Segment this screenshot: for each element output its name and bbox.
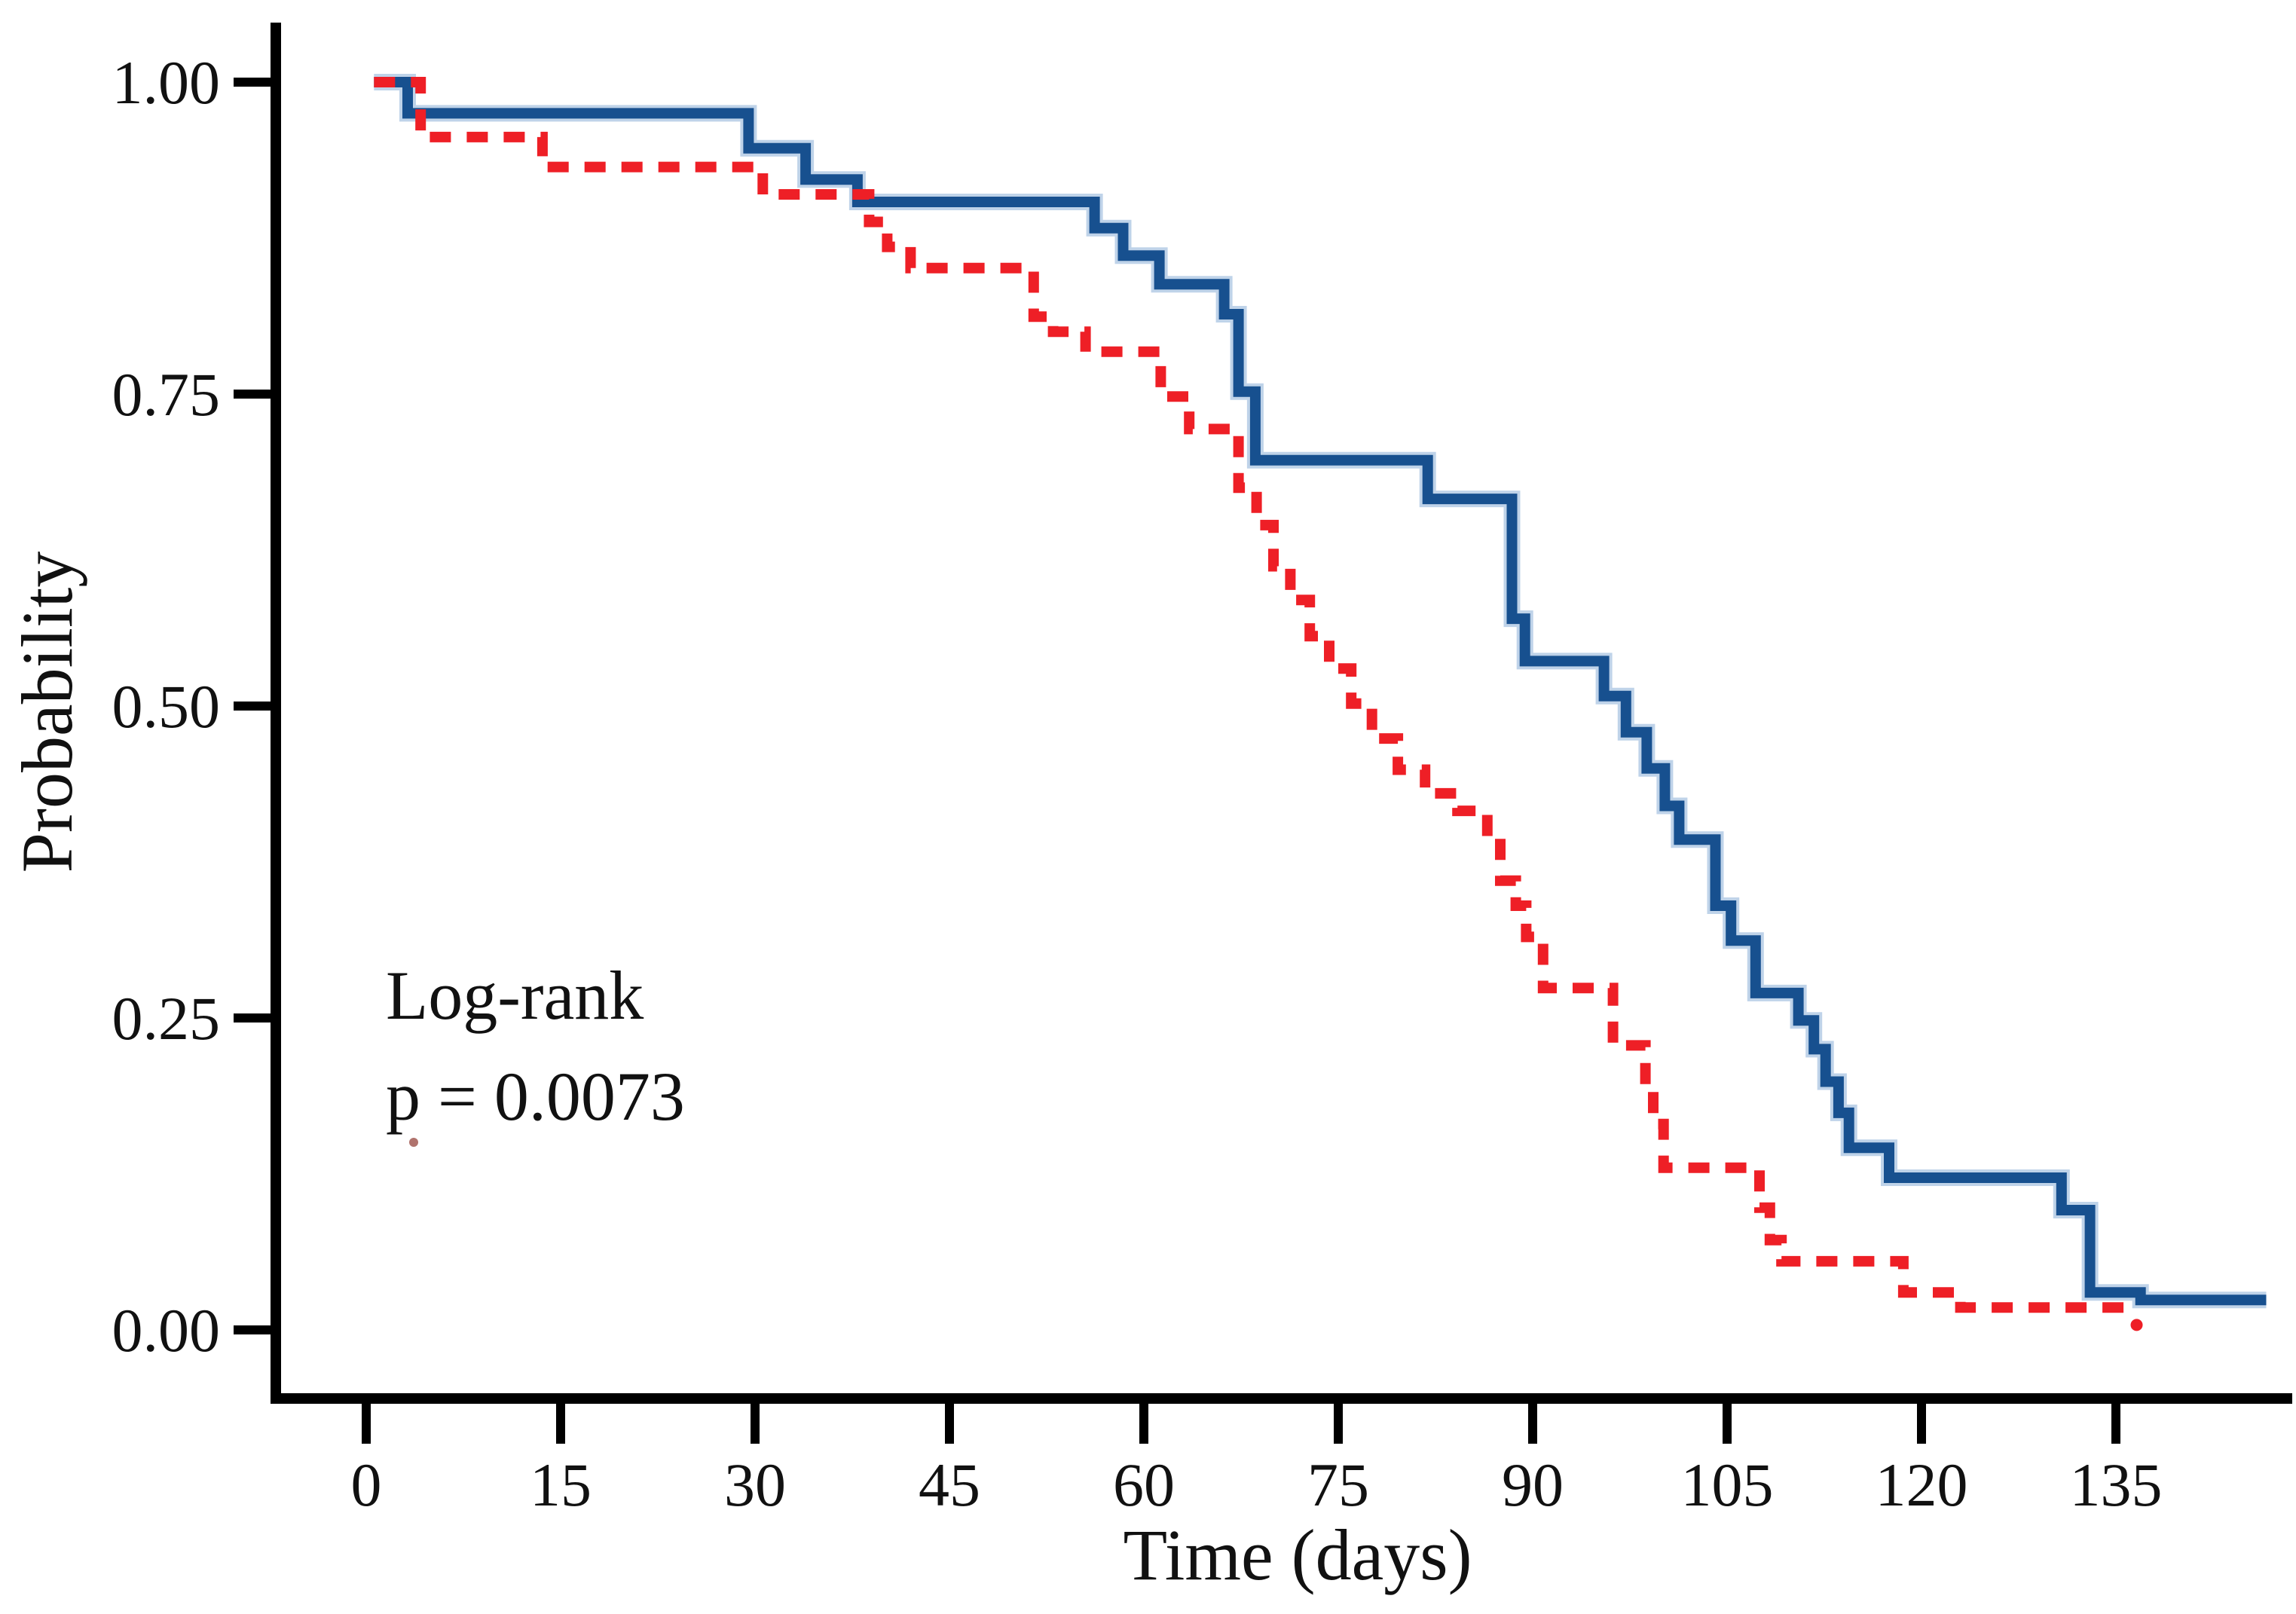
x-axis-ticks: 0 15 30 45 60 75 90 105 120 135 — [351, 1398, 2163, 1519]
x-tick-label: 0 — [351, 1450, 382, 1519]
y-tick-label: 0.25 — [112, 984, 221, 1053]
log-rank-label: Log-rank — [386, 957, 644, 1034]
stray-mark-dot — [409, 1138, 418, 1147]
y-axis-title: Probability — [7, 552, 87, 873]
p-value-label: p = 0.0073 — [386, 1058, 685, 1135]
x-tick-label: 60 — [1113, 1450, 1175, 1519]
y-tick-label: 1.00 — [112, 48, 221, 117]
survival-curves — [374, 74, 2267, 1331]
y-axis-ticks: 1.00 0.75 0.50 0.25 0.00 — [112, 48, 276, 1365]
x-tick-label: 45 — [919, 1450, 980, 1519]
x-tick-label: 75 — [1307, 1450, 1369, 1519]
x-tick-label: 135 — [2070, 1450, 2163, 1519]
y-tick-label: 0.75 — [112, 360, 221, 429]
x-tick-label: 30 — [724, 1450, 786, 1519]
survival-curve-group-2-dashed-red — [374, 77, 2132, 1313]
survival-curve-group-1-solid-blue — [374, 77, 2267, 1306]
y-tick-label: 0.50 — [112, 672, 221, 741]
y-tick-label: 0.00 — [112, 1296, 221, 1365]
x-tick-label: 90 — [1502, 1450, 1564, 1519]
x-axis-title: Time (days) — [1123, 1515, 1472, 1595]
x-tick-label: 105 — [1681, 1450, 1774, 1519]
group-2-dashed-red-end-dot — [2130, 1319, 2143, 1331]
x-tick-label: 120 — [1876, 1450, 1968, 1519]
x-tick-label: 15 — [530, 1450, 592, 1519]
